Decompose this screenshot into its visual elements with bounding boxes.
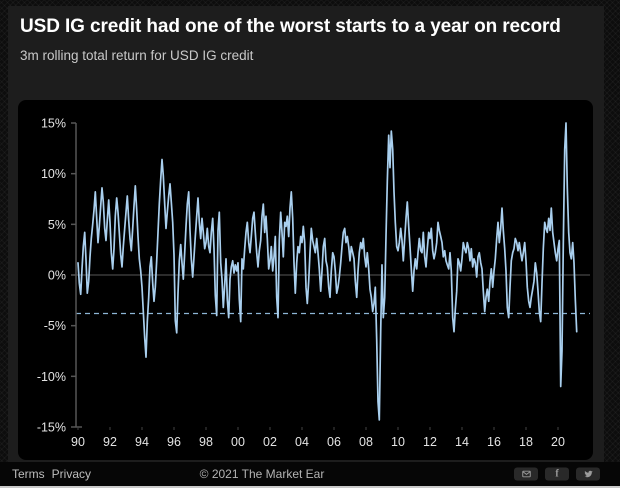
terms-link[interactable]: Terms [12, 467, 45, 481]
svg-text:06: 06 [327, 435, 341, 449]
twitter-icon [583, 467, 593, 481]
twitter-button[interactable] [576, 467, 600, 481]
privacy-link[interactable]: Privacy [51, 467, 92, 481]
svg-text:02: 02 [263, 435, 277, 449]
svg-text:90: 90 [71, 435, 85, 449]
svg-text:94: 94 [135, 435, 149, 449]
svg-text:15%: 15% [41, 117, 66, 131]
svg-text:14: 14 [455, 435, 469, 449]
svg-text:96: 96 [167, 435, 181, 449]
email-icon [521, 467, 531, 481]
email-button[interactable] [514, 467, 538, 481]
svg-text:0%: 0% [48, 269, 66, 283]
window-edge [0, 486, 620, 488]
svg-text:12: 12 [423, 435, 437, 449]
svg-text:-5%: -5% [44, 319, 66, 333]
footer-bar: Terms Privacy © 2021 The Market Ear f [0, 462, 620, 486]
svg-text:-15%: -15% [37, 420, 66, 434]
svg-text:18: 18 [519, 435, 533, 449]
chart-panel: 15% 10% 5% 0% -5% -10% -15% 90 92 94 96 98 00 02 04 06 0… [18, 100, 593, 460]
svg-text:16: 16 [487, 435, 501, 449]
svg-text:04: 04 [295, 435, 309, 449]
copyright-text: © 2021 The Market Ear [199, 467, 325, 481]
svg-text:-10%: -10% [37, 370, 66, 384]
page-subtitle: 3m rolling total return for USD IG credi… [20, 48, 254, 64]
svg-text:92: 92 [103, 435, 117, 449]
svg-text:98: 98 [199, 435, 213, 449]
svg-text:00: 00 [231, 435, 245, 449]
social-buttons: f [514, 467, 600, 481]
page-title: USD IG credit had one of the worst start… [20, 16, 561, 37]
svg-text:10: 10 [391, 435, 405, 449]
footer-links: Terms Privacy [12, 467, 91, 481]
svg-text:08: 08 [359, 435, 373, 449]
svg-text:5%: 5% [48, 218, 66, 232]
svg-text:20: 20 [551, 435, 565, 449]
content-card: USD IG credit had one of the worst start… [8, 6, 604, 462]
facebook-button[interactable]: f [545, 467, 569, 481]
svg-text:10%: 10% [41, 167, 66, 181]
line-chart: 15% 10% 5% 0% -5% -10% -15% 90 92 94 96 98 00 02 04 06 0… [37, 117, 590, 449]
facebook-icon: f [555, 468, 559, 480]
